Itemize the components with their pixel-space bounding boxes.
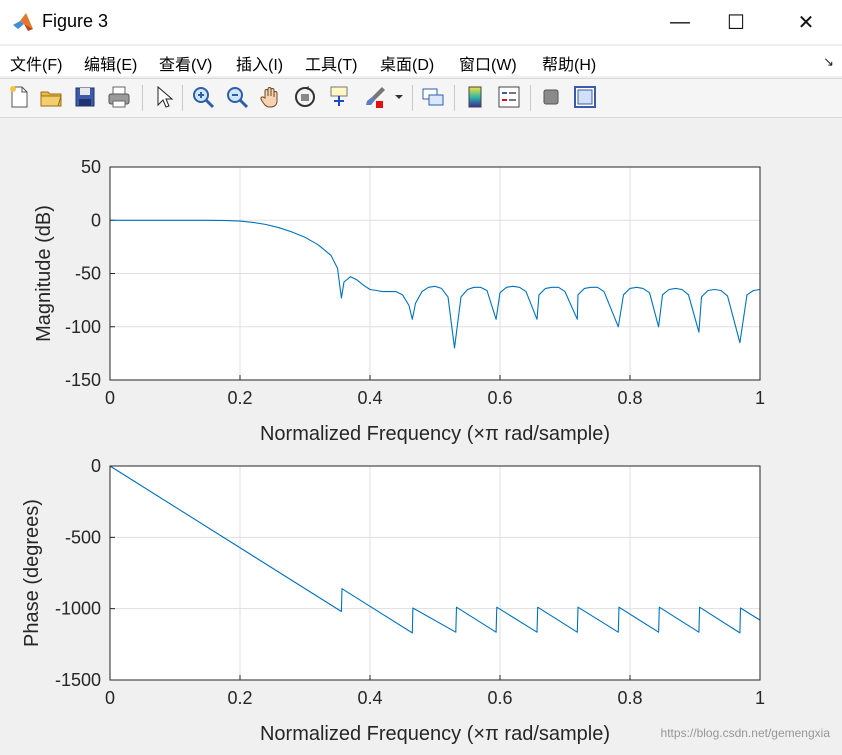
series-line-0-0 xyxy=(110,219,761,349)
x-tick-label: 0 xyxy=(105,388,115,408)
link-plot-icon[interactable] xyxy=(420,84,446,110)
x-tick-label: 0.6 xyxy=(487,388,512,408)
dock-arrow-icon[interactable]: ↘ xyxy=(823,54,834,69)
y-tick-label: -100 xyxy=(65,317,101,337)
minimize-button[interactable]: — xyxy=(670,10,690,33)
print-icon[interactable] xyxy=(106,84,132,110)
x-tick-label: 0 xyxy=(105,688,115,708)
legend-icon[interactable] xyxy=(496,84,522,110)
x-tick-label: 0.6 xyxy=(487,688,512,708)
menu-window[interactable]: 窗口(W) xyxy=(459,57,517,74)
edit-plot-arrow-icon[interactable] xyxy=(150,84,176,110)
data-cursor-icon[interactable] xyxy=(326,84,352,110)
x-tick-label: 1 xyxy=(755,388,765,408)
x-tick-label: 0.4 xyxy=(357,688,382,708)
menu-insert[interactable]: 插入(I) xyxy=(236,57,284,74)
y-tick-label: -150 xyxy=(65,370,101,390)
maximize-button[interactable]: ☐ xyxy=(727,11,745,34)
y-tick-label: -1500 xyxy=(55,670,101,690)
toolbar-separator xyxy=(182,85,183,111)
toolbar-separator xyxy=(454,85,455,111)
close-button[interactable]: ✕ xyxy=(797,11,815,34)
zoom-in-icon[interactable] xyxy=(190,84,216,110)
menu-desktop[interactable]: 桌面(D) xyxy=(380,57,435,74)
y-tick-label: 0 xyxy=(91,456,101,476)
plot-area: 0 0.2 0.4 0.6 0.8 1 50 0 -50 -100 -150 Normalized F… xyxy=(0,117,842,750)
menu-help[interactable]: 帮助(H) xyxy=(542,57,597,74)
bode-chart: 0 0.2 0.4 0.6 0.8 1 50 0 -50 -100 -150 Normalized F… xyxy=(21,157,765,745)
toolbar-separator xyxy=(530,85,531,111)
x-tick-label: 0.8 xyxy=(617,388,642,408)
menu-tools[interactable]: 工具(T) xyxy=(305,57,358,74)
hide-plot-tools-icon[interactable] xyxy=(538,84,564,110)
title-bar: Figure 3 — ☐ ✕ xyxy=(0,0,842,44)
brush-dropdown-icon[interactable] xyxy=(392,84,406,110)
zoom-out-icon[interactable] xyxy=(224,84,250,110)
colorbar-icon[interactable] xyxy=(462,84,488,110)
y-tick-label: -1000 xyxy=(55,599,101,619)
x-axis-label-1: Normalized Frequency (×π rad/sample) xyxy=(260,723,610,745)
axes-frame-0 xyxy=(109,166,761,381)
axes-frame-1 xyxy=(109,465,761,681)
rotate-3d-icon[interactable] xyxy=(292,84,318,110)
watermark-text: https://blog.csdn.net/gemengxia xyxy=(660,726,830,740)
y-tick-label: -500 xyxy=(65,527,101,547)
matlab-logo-icon xyxy=(12,12,34,32)
menu-view[interactable]: 查看(V) xyxy=(159,57,213,74)
menu-file[interactable]: 文件(F) xyxy=(10,57,63,74)
y-tick-label: 50 xyxy=(81,157,101,177)
toolbar-separator xyxy=(142,85,143,111)
x-tick-label: 0.2 xyxy=(227,388,252,408)
menu-bar: 文件(F) 编辑(E) 查看(V) 插入(I) 工具(T) 桌面(D) 窗口(W… xyxy=(0,46,842,76)
x-tick-label: 1 xyxy=(755,688,765,708)
axes-background-1 xyxy=(110,466,760,680)
open-file-icon[interactable] xyxy=(38,84,64,110)
new-figure-icon[interactable] xyxy=(6,84,32,110)
y-tick-label: -50 xyxy=(75,264,101,284)
figure-toolbar xyxy=(0,78,842,118)
show-plot-tools-icon[interactable] xyxy=(572,84,598,110)
y-axis-label-0: Magnitude (dB) xyxy=(33,205,55,342)
toolbar-separator xyxy=(412,85,413,111)
series-line-1-0 xyxy=(109,465,761,634)
pan-hand-icon[interactable] xyxy=(258,84,284,110)
brush-icon[interactable] xyxy=(362,84,388,110)
x-tick-label: 0.2 xyxy=(227,688,252,708)
menu-edit[interactable]: 编辑(E) xyxy=(84,57,138,74)
x-axis-label-0: Normalized Frequency (×π rad/sample) xyxy=(260,423,610,445)
window-title: Figure 3 xyxy=(42,11,109,31)
y-axis-label-1: Phase (degrees) xyxy=(21,499,43,647)
x-tick-label: 0.8 xyxy=(617,688,642,708)
x-tick-label: 0.4 xyxy=(357,388,382,408)
save-icon[interactable] xyxy=(72,84,98,110)
y-tick-label: 0 xyxy=(91,210,101,230)
